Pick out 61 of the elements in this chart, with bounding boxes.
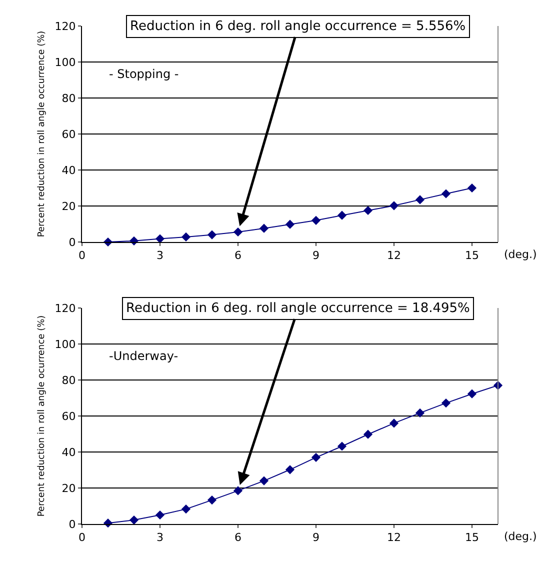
point — [259, 224, 269, 233]
x-tick-label: 6 — [234, 249, 242, 262]
x-tick-label: 0 — [78, 249, 86, 262]
y-tick-label: 80 — [62, 92, 76, 105]
x-tick-label: 9 — [312, 531, 320, 544]
x-tick-label: 15 — [465, 531, 479, 544]
point — [389, 201, 399, 210]
x-tick-label: 12 — [387, 249, 401, 262]
point — [259, 476, 269, 486]
point — [389, 418, 399, 428]
point — [363, 206, 373, 216]
y-tick-label: 120 — [54, 302, 76, 315]
point — [181, 504, 191, 514]
point — [441, 398, 451, 408]
y-tick-label: 20 — [62, 482, 76, 495]
point — [233, 227, 243, 237]
x-tick-label: 0 — [78, 531, 86, 544]
y-axis-title: Percent reduction in roll angle ocurrence (%) — [37, 315, 48, 517]
x-axis-title: (deg.) — [504, 530, 537, 543]
y-tick-label: 120 — [54, 20, 76, 33]
point — [285, 465, 295, 474]
annotation: -Underway- — [109, 349, 178, 363]
x-tick-label: 6 — [234, 531, 242, 544]
point — [311, 452, 321, 462]
point — [415, 195, 425, 204]
point — [207, 496, 217, 505]
point — [285, 220, 295, 229]
point — [155, 510, 165, 520]
y-tick-label: 100 — [54, 56, 76, 69]
x-axis-title: (deg.) — [504, 248, 537, 261]
y-tick-label: 40 — [62, 164, 76, 177]
point — [415, 408, 425, 418]
y-tick-label: 0 — [68, 236, 76, 249]
y-axis-title: Percent reduction in roll angle occurrence (%) — [37, 30, 48, 238]
point — [337, 210, 347, 220]
y-tick-label: 60 — [62, 128, 76, 141]
point — [467, 389, 477, 398]
y-tick-label: 0 — [68, 518, 76, 531]
y-tick-label: 80 — [62, 374, 76, 387]
annotation: - Stopping - — [109, 67, 179, 81]
point — [441, 189, 451, 198]
x-tick-label: 9 — [312, 249, 320, 262]
x-tick-label: 3 — [156, 531, 164, 544]
y-tick-label: 60 — [62, 410, 76, 423]
point — [233, 486, 243, 496]
y-tick-label: 20 — [62, 200, 76, 213]
x-tick-label: 15 — [465, 249, 479, 262]
x-tick-label: 3 — [156, 249, 164, 262]
point — [467, 183, 477, 193]
y-tick-label: 100 — [54, 338, 76, 351]
point — [129, 515, 139, 525]
annotation: Reduction in 6 deg. roll angle occurrence = 5.556% — [130, 19, 466, 34]
y-tick-label: 40 — [62, 446, 76, 459]
x-tick-label: 12 — [387, 531, 401, 544]
point — [311, 216, 321, 225]
point — [337, 442, 347, 451]
annotation: Reduction in 6 deg. roll angle occurrence = 18.495% — [126, 301, 470, 316]
point — [181, 232, 191, 242]
point — [155, 234, 165, 244]
point — [363, 430, 373, 439]
point — [207, 230, 217, 240]
